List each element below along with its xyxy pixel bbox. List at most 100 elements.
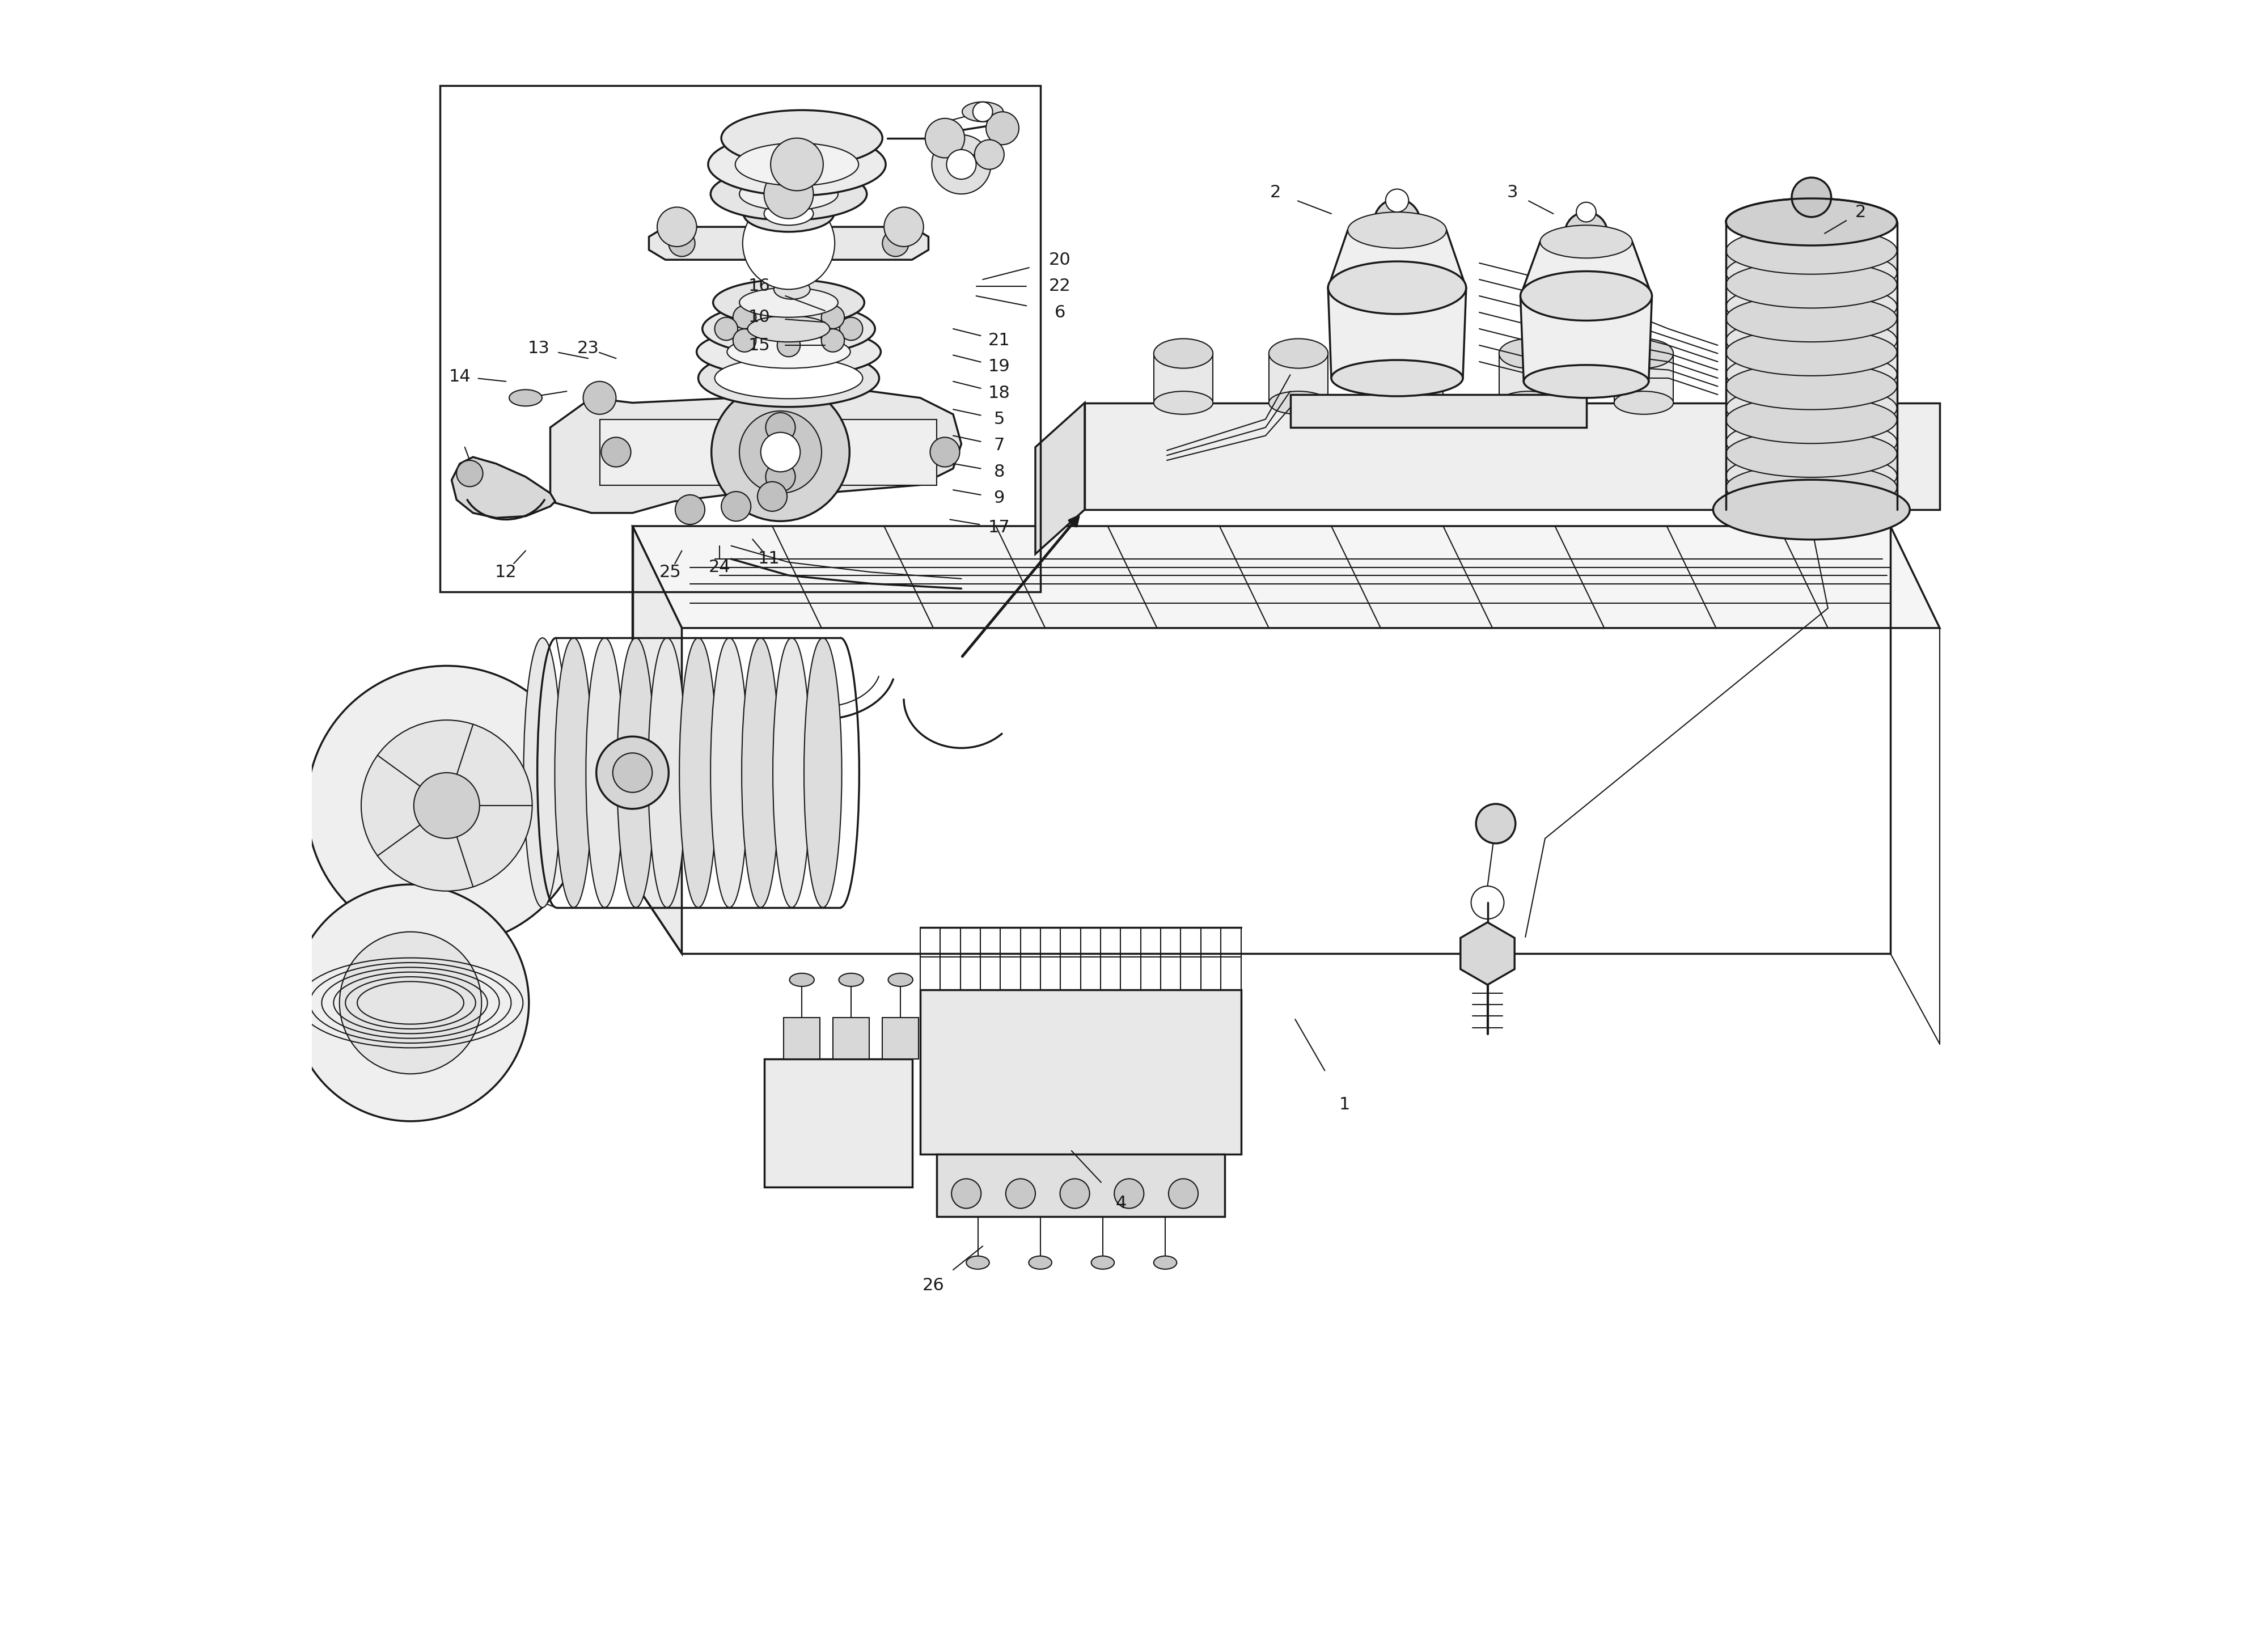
Polygon shape (1383, 353, 1442, 403)
Ellipse shape (1726, 464, 1896, 511)
Text: 8: 8 (993, 464, 1005, 480)
Text: 20: 20 (1050, 252, 1070, 268)
Ellipse shape (1499, 339, 1558, 368)
Ellipse shape (1726, 199, 1896, 245)
Circle shape (987, 112, 1018, 145)
Ellipse shape (1383, 339, 1442, 368)
Bar (882, 1018, 919, 1059)
Circle shape (583, 381, 617, 414)
Circle shape (733, 306, 755, 329)
Ellipse shape (1030, 1256, 1052, 1269)
Circle shape (1476, 804, 1515, 843)
Circle shape (1374, 199, 1420, 245)
Circle shape (932, 135, 991, 194)
Ellipse shape (1726, 317, 1896, 363)
Polygon shape (649, 227, 928, 260)
Ellipse shape (1726, 452, 1896, 500)
Polygon shape (1290, 395, 1585, 427)
Text: 23: 23 (576, 340, 599, 357)
Circle shape (882, 230, 909, 256)
Polygon shape (1726, 454, 1896, 475)
Polygon shape (1726, 488, 1896, 510)
Circle shape (456, 460, 483, 487)
Circle shape (739, 411, 821, 493)
Polygon shape (1726, 419, 1896, 442)
Polygon shape (1726, 319, 1896, 340)
Circle shape (293, 884, 528, 1121)
Circle shape (885, 207, 923, 247)
Circle shape (1114, 1179, 1143, 1208)
Text: 19: 19 (989, 358, 1009, 375)
Text: 25: 25 (660, 564, 680, 580)
Circle shape (676, 495, 705, 524)
Ellipse shape (585, 638, 624, 907)
Circle shape (925, 118, 964, 158)
Polygon shape (1034, 403, 1084, 554)
Circle shape (771, 138, 823, 191)
Polygon shape (1268, 353, 1329, 403)
Text: 13: 13 (528, 340, 549, 357)
Ellipse shape (649, 638, 685, 907)
Circle shape (1792, 178, 1830, 217)
Ellipse shape (739, 178, 839, 210)
Circle shape (758, 482, 787, 511)
Circle shape (658, 207, 696, 247)
Text: 17: 17 (989, 520, 1009, 536)
Ellipse shape (710, 168, 866, 220)
Circle shape (821, 329, 844, 352)
Polygon shape (1726, 386, 1896, 408)
Polygon shape (599, 419, 937, 485)
Circle shape (306, 666, 587, 945)
Ellipse shape (889, 973, 912, 986)
Polygon shape (1726, 252, 1896, 273)
Text: 11: 11 (758, 551, 780, 567)
Ellipse shape (1726, 350, 1896, 398)
Circle shape (975, 140, 1005, 169)
Polygon shape (1461, 922, 1515, 985)
Circle shape (361, 720, 533, 891)
Text: 9: 9 (993, 490, 1005, 506)
Circle shape (733, 329, 755, 352)
Circle shape (953, 1179, 982, 1208)
Ellipse shape (1520, 271, 1651, 321)
Text: 4: 4 (1116, 1195, 1127, 1212)
Circle shape (946, 150, 975, 179)
Ellipse shape (1726, 294, 1896, 342)
Ellipse shape (962, 102, 1002, 122)
Text: 14: 14 (449, 368, 472, 385)
Bar (921, 990, 1241, 1154)
Ellipse shape (728, 335, 850, 368)
Ellipse shape (710, 638, 748, 907)
Circle shape (413, 773, 479, 838)
Ellipse shape (714, 358, 862, 399)
Polygon shape (1615, 353, 1674, 403)
Text: 24: 24 (708, 559, 730, 575)
Text: 7: 7 (993, 437, 1005, 454)
Circle shape (596, 737, 669, 809)
Ellipse shape (803, 638, 841, 907)
Polygon shape (451, 457, 556, 518)
Ellipse shape (764, 202, 814, 225)
Polygon shape (1726, 352, 1896, 375)
Ellipse shape (524, 638, 562, 907)
Circle shape (712, 383, 850, 521)
Ellipse shape (1726, 396, 1896, 444)
Ellipse shape (778, 255, 807, 271)
Circle shape (767, 413, 796, 442)
Ellipse shape (1726, 385, 1896, 432)
Ellipse shape (1331, 360, 1463, 396)
Text: 5: 5 (993, 411, 1005, 427)
Ellipse shape (739, 288, 839, 317)
Circle shape (760, 432, 801, 472)
Polygon shape (1726, 284, 1896, 306)
Ellipse shape (1524, 365, 1649, 398)
Ellipse shape (789, 973, 814, 986)
Ellipse shape (1383, 391, 1442, 414)
Circle shape (1386, 189, 1408, 212)
Circle shape (1472, 886, 1504, 919)
Ellipse shape (680, 638, 717, 907)
Text: 22: 22 (1050, 278, 1070, 294)
Bar (440, 85, 1041, 592)
Circle shape (669, 230, 694, 256)
Ellipse shape (1726, 431, 1896, 477)
